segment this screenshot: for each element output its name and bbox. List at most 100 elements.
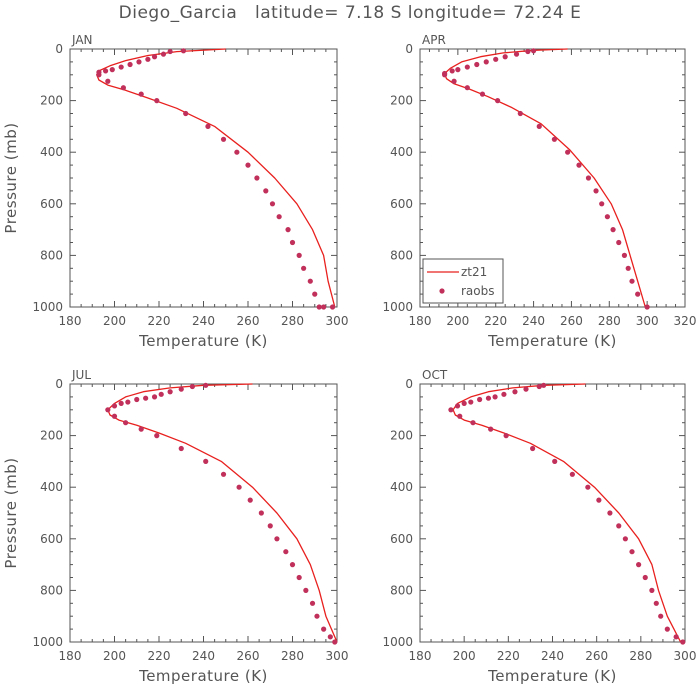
y-tick-label: 800	[390, 583, 413, 597]
data-point-raobs	[449, 68, 455, 74]
y-tick-label: 400	[390, 480, 413, 494]
x-tick-label: 280	[598, 314, 621, 328]
data-point-raobs	[530, 445, 536, 452]
data-point-raobs	[610, 227, 616, 233]
data-point-raobs	[642, 574, 648, 581]
x-tick-label: 260	[560, 314, 583, 328]
y-tick-label: 0	[405, 377, 413, 391]
data-point-raobs	[205, 123, 211, 129]
data-point-raobs	[585, 175, 592, 181]
data-point-raobs	[585, 484, 591, 490]
data-point-raobs	[523, 386, 529, 392]
data-point-raobs	[503, 433, 509, 439]
data-point-raobs	[167, 48, 173, 55]
data-point-raobs	[267, 523, 273, 529]
data-point-raobs	[474, 61, 480, 68]
x-tick-label: 220	[497, 649, 520, 663]
x-tick-label: 220	[148, 314, 171, 328]
series-line-zt21	[452, 383, 682, 643]
y-tick-label: 200	[40, 94, 63, 108]
plot-frame	[69, 48, 338, 308]
data-point-raobs	[178, 445, 184, 452]
data-point-raobs	[236, 484, 242, 490]
data-point-raobs	[513, 51, 520, 57]
data-point-raobs	[464, 64, 470, 70]
series-line-zt21	[96, 48, 336, 308]
y-tick-label: 800	[40, 583, 63, 597]
data-point-raobs	[488, 426, 494, 432]
y-tick-label: 0	[55, 42, 63, 56]
panel-oct: OCT 180 200 220 240 260 280 300 0 200 400 600 800 100…	[382, 368, 696, 685]
data-point-raobs	[160, 51, 167, 57]
data-point-raobs	[296, 574, 302, 581]
legend-marker-swatch	[439, 288, 445, 294]
data-point-raobs	[289, 239, 296, 246]
data-point-raobs	[127, 61, 133, 68]
data-point-raobs	[468, 399, 474, 405]
data-point-raobs	[517, 110, 523, 117]
y-tick-label: 600	[40, 197, 63, 211]
x-tick-label: 240	[541, 649, 564, 663]
data-point-raobs	[309, 600, 316, 606]
y-axis-label: Pressure (mb)	[2, 122, 20, 233]
panel-apr: APR 180 200 220 240 260 280 300 320 0 200 400 600 800…	[382, 33, 696, 350]
panel-label: JUL	[71, 368, 91, 382]
y-tick-label: 200	[40, 429, 63, 443]
data-point-raobs	[495, 98, 501, 104]
data-point-raobs	[96, 72, 102, 78]
x-tick-label: 180	[409, 649, 432, 663]
data-point-raobs	[105, 407, 111, 413]
data-point-raobs	[635, 291, 641, 297]
x-tick-label: 280	[629, 649, 652, 663]
data-point-raobs	[125, 399, 131, 405]
data-point-raobs	[111, 403, 118, 409]
data-point-raobs	[454, 403, 461, 409]
data-point-raobs	[536, 383, 542, 390]
data-point-raobs	[680, 639, 686, 645]
data-point-raobs	[120, 85, 126, 91]
data-point-raobs	[245, 162, 251, 168]
data-point-raobs	[321, 304, 327, 310]
y-tick-label: 600	[40, 532, 63, 546]
x-tick-label: 220	[148, 649, 171, 663]
x-tick-label: 300	[636, 314, 659, 328]
y-axis-label: Pressure (mb)	[2, 457, 20, 568]
data-point-raobs	[525, 48, 531, 55]
data-point-raobs	[512, 389, 518, 395]
data-point-raobs	[636, 562, 642, 568]
data-point-raobs	[263, 188, 269, 194]
data-point-raobs	[276, 214, 282, 220]
data-point-raobs	[644, 304, 650, 310]
legend-label-zt21: zt21	[461, 265, 487, 279]
x-tick-label: 260	[585, 649, 608, 663]
panel-label: JAN	[71, 33, 93, 47]
y-tick-label: 0	[405, 42, 413, 56]
y-tick-label: 800	[390, 248, 413, 262]
data-point-raobs	[303, 587, 309, 594]
data-point-raobs	[629, 278, 635, 284]
data-point-raobs	[455, 67, 461, 73]
data-point-raobs	[138, 91, 144, 97]
x-tick-label: 320	[674, 314, 697, 328]
data-point-raobs	[461, 400, 467, 406]
y-tick-label: 600	[390, 197, 413, 211]
x-tick-label: 300	[674, 649, 697, 663]
legend: zt21 raobs	[422, 258, 504, 304]
data-point-raobs	[599, 201, 605, 207]
data-point-raobs	[576, 162, 582, 168]
data-point-raobs	[258, 510, 264, 516]
data-point-raobs	[247, 497, 253, 503]
data-point-raobs	[551, 136, 557, 142]
x-tick-label: 260	[237, 314, 260, 328]
data-point-raobs	[625, 265, 631, 271]
series-line-zt21	[443, 48, 646, 308]
data-point-raobs	[312, 291, 318, 297]
data-point-raobs	[607, 510, 613, 516]
data-point-raobs	[629, 549, 635, 555]
panel-label: OCT	[422, 368, 448, 382]
legend-box	[422, 258, 504, 304]
x-tick-label: 200	[446, 314, 469, 328]
data-point-raobs	[138, 426, 144, 432]
data-point-raobs	[448, 407, 454, 413]
data-point-raobs	[604, 214, 610, 220]
